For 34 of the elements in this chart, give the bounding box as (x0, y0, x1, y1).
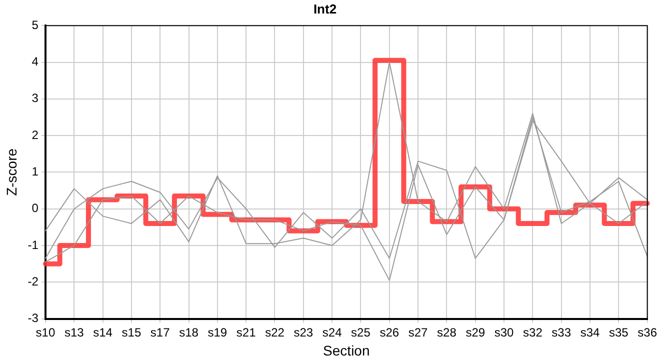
x-tick-label: s17 (150, 325, 170, 340)
y-tick-label: 4 (32, 54, 39, 69)
y-tick-label: 3 (32, 91, 39, 106)
y-tick-label: 5 (32, 18, 39, 32)
x-tick-label: s10 (36, 325, 56, 340)
x-tick-label: s33 (552, 325, 572, 340)
x-tick-label: s18 (179, 325, 199, 340)
x-tick-label: s23 (294, 325, 314, 340)
x-tick-label: s25 (351, 325, 371, 340)
x-tick-label: s15 (122, 325, 142, 340)
x-tick-label: s36 (638, 325, 658, 340)
x-tick-label: s28 (437, 325, 457, 340)
x-tick-label: s21 (236, 325, 256, 340)
x-tick-label: s19 (208, 325, 228, 340)
x-tick-label: s26 (380, 325, 400, 340)
chart-title: Int2 (313, 1, 337, 16)
x-axis-title: Section (323, 342, 370, 358)
y-tick-label: 1 (32, 164, 39, 179)
x-tick-label: s35 (608, 325, 629, 340)
y-tick-label: -1 (28, 238, 39, 252)
y-tick-label: -3 (28, 311, 39, 326)
y-tick-label: -2 (28, 274, 39, 288)
x-tick-label: s27 (408, 325, 428, 340)
y-tick-label: 0 (32, 201, 39, 216)
y-tick-label: 2 (32, 128, 39, 142)
x-tick-label: s29 (466, 325, 486, 340)
x-tick-label: s32 (523, 325, 543, 340)
x-tick-label: s22 (265, 325, 285, 340)
x-tick-label: s34 (580, 325, 600, 340)
x-tick-label: s14 (93, 325, 113, 340)
x-tick-label: s30 (494, 325, 514, 340)
x-tick-label: s13 (64, 325, 84, 340)
y-axis-title: Z-score (3, 148, 20, 196)
x-tick-label: s24 (322, 325, 342, 340)
